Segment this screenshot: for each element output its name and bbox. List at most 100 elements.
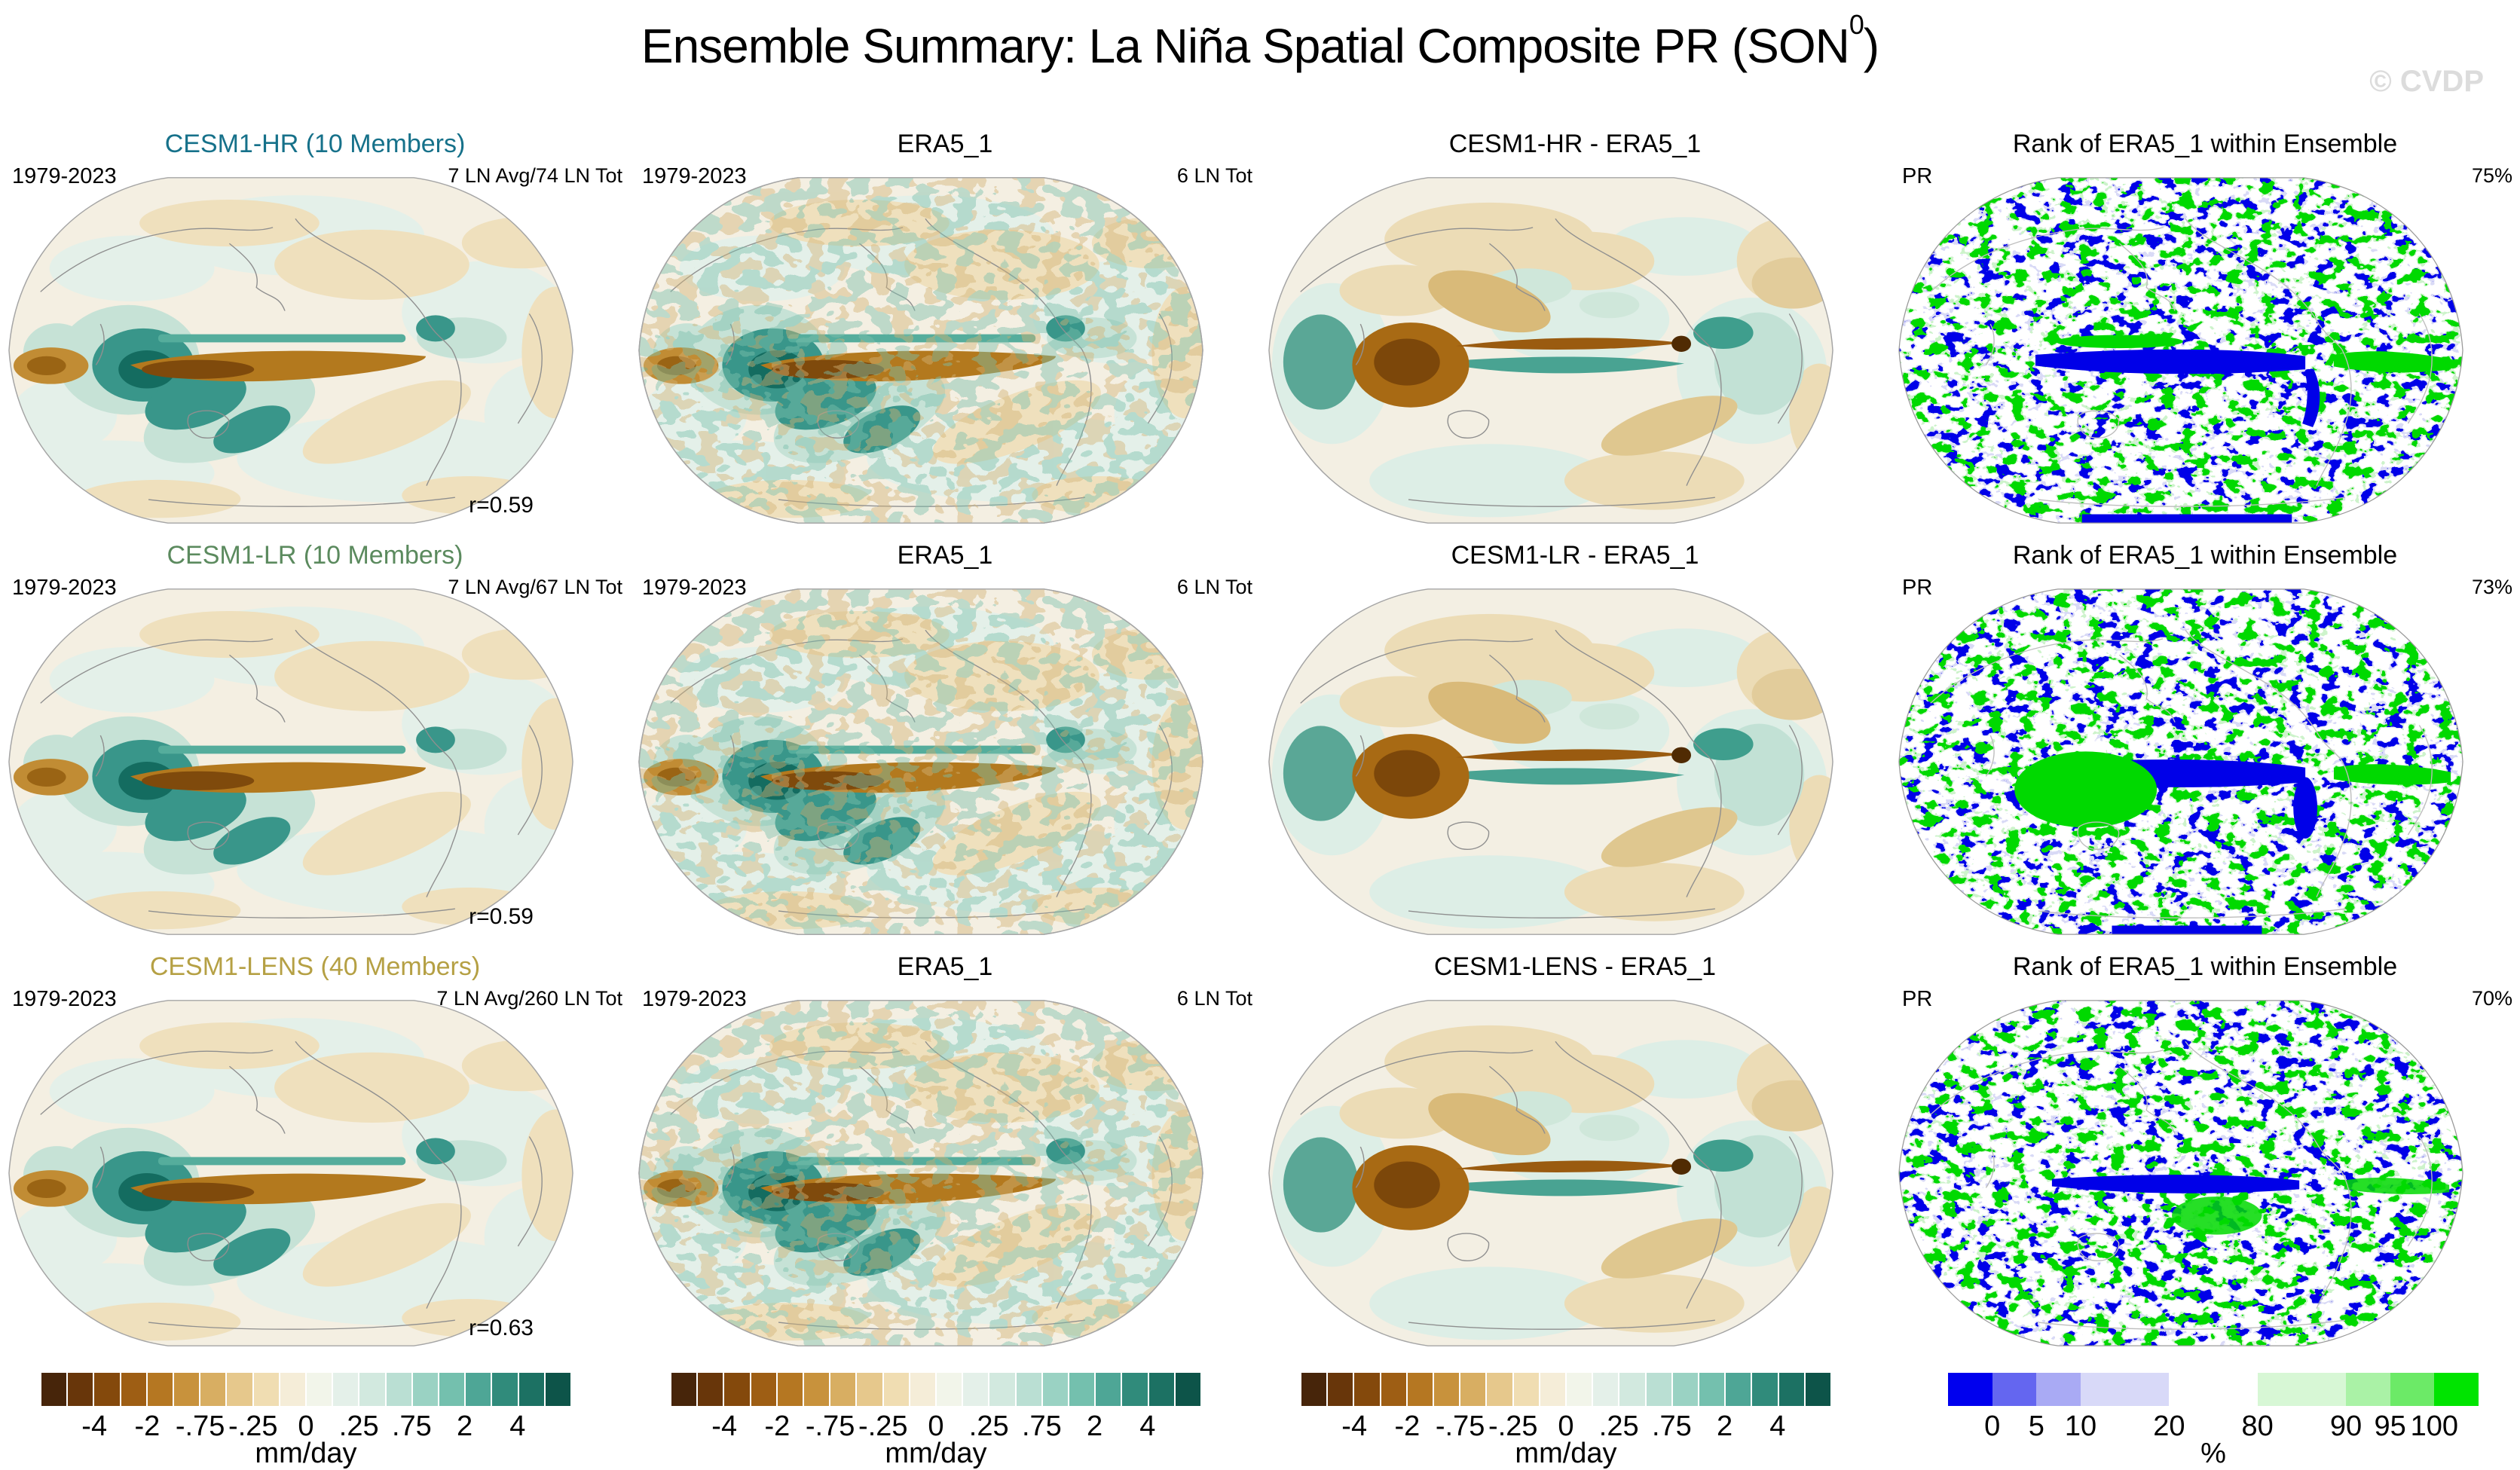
world-map-rank — [1895, 173, 2467, 527]
colorbar-tick-label: -4 — [81, 1410, 108, 1442]
colorbar-segment — [1726, 1373, 1751, 1406]
colorbar-segment — [1407, 1373, 1433, 1406]
colorbar-segment — [1487, 1373, 1512, 1406]
variable-label: PR — [1902, 164, 1933, 188]
period-label: 1979-2023 — [642, 576, 747, 600]
colorbar-segment — [1619, 1373, 1645, 1406]
colorbar-segment — [68, 1373, 93, 1406]
panel-cesm1-hr-diff: CESM1-HR - ERA5_1 — [1260, 128, 1890, 539]
pattern-correlation-label: r=0.63 — [469, 1316, 534, 1340]
colorbar-segment — [1805, 1373, 1831, 1406]
colorbar-tick-label: 0 — [1984, 1410, 2001, 1442]
panel-cesm1-hr: CESM1-HR (10 Members) 1979-2023 7 LN Avg… — [0, 128, 630, 539]
colorbar-rank — [1948, 1373, 2479, 1406]
colorbar-segment — [1992, 1373, 2037, 1406]
colorbar-segment — [174, 1373, 200, 1406]
colorbar-tick-label: -2 — [134, 1410, 161, 1442]
colorbar-tick-label: 4 — [1769, 1410, 1786, 1442]
colorbar-segment — [121, 1373, 146, 1406]
variable-label: PR — [1902, 576, 1933, 600]
colorbar-tick-label: 90 — [2329, 1410, 2362, 1442]
colorbar-segment — [439, 1373, 465, 1406]
world-map-rank — [1895, 585, 2467, 939]
colorbar-tick-label: 100 — [2410, 1410, 2459, 1442]
colorbar-segment — [830, 1373, 856, 1406]
panel-rank-row2: Rank of ERA5_1 within Ensemble PR 73% — [1890, 539, 2520, 950]
colorbar-segment — [1069, 1373, 1095, 1406]
colorbar-tick-label: 4 — [1139, 1410, 1156, 1442]
colorbar-tick-label: 10 — [2064, 1410, 2097, 1442]
colorbar-segment — [2036, 1373, 2081, 1406]
panel-era5-row3: ERA5_1 1979-2023 6 LN Tot — [630, 951, 1260, 1362]
colorbar-segment — [2081, 1373, 2170, 1406]
panel-cesm1-lens: CESM1-LENS (40 Members) 1979-2023 7 LN A… — [0, 951, 630, 1362]
colorbar-mmday-1 — [41, 1373, 571, 1406]
colorbar-tick-label: .25 — [338, 1410, 379, 1442]
figure-title-main: Ensemble Summary: La Niña Spatial Compos… — [641, 19, 1850, 73]
colorbar-segment — [989, 1373, 1015, 1406]
rank-percent-label: 70% — [2471, 987, 2512, 1010]
period-label: 1979-2023 — [12, 987, 117, 1011]
colorbar-tick-label: 80 — [2241, 1410, 2274, 1442]
colorbar-segment — [671, 1373, 697, 1406]
world-map-observations — [635, 173, 1207, 527]
colorbar-tick-label: 2 — [1087, 1410, 1103, 1442]
colorbar-segment — [1672, 1373, 1699, 1406]
period-label: 1979-2023 — [642, 987, 747, 1011]
rank-percent-label: 73% — [2471, 576, 2512, 598]
panel-cesm1-lr: CESM1-LR (10 Members) 1979-2023 7 LN Avg… — [0, 539, 630, 950]
variable-label: PR — [1902, 987, 1933, 1011]
period-label: 1979-2023 — [642, 164, 747, 188]
colorbar-segment — [1699, 1373, 1725, 1406]
colorbar-unit-label: % — [2200, 1438, 2226, 1469]
event-count-label: 7 LN Avg/74 LN Tot — [448, 164, 622, 187]
colorbar-tick-label: .25 — [968, 1410, 1009, 1442]
event-count-label: 6 LN Tot — [1176, 164, 1252, 187]
colorbar-tick-label: 95 — [2374, 1410, 2406, 1442]
colorbar-segment — [1434, 1373, 1460, 1406]
world-map-composite — [5, 585, 577, 939]
panel-era5-row2: ERA5_1 1979-2023 6 LN Tot — [630, 539, 1260, 950]
colorbar-segment — [937, 1373, 962, 1406]
colorbar-segment — [777, 1373, 803, 1406]
colorbar-segment — [1513, 1373, 1539, 1406]
colorbar-unit-label: mm/day — [885, 1438, 987, 1469]
colorbar-tick-label: 0 — [928, 1410, 944, 1442]
world-map-difference — [1265, 173, 1837, 527]
world-map-difference — [1265, 585, 1837, 939]
colorbar-tick-label: .25 — [1598, 1410, 1639, 1442]
panel-title: CESM1-LR - ERA5_1 — [1451, 541, 1699, 570]
colorbar-tick-label: .75 — [1021, 1410, 1062, 1442]
colorbar-segment — [412, 1373, 439, 1406]
colorbar-tick-label: -4 — [1341, 1410, 1368, 1442]
colorbar-segment — [1096, 1373, 1121, 1406]
colorbar-segment — [1042, 1373, 1069, 1406]
colorbar-segment — [41, 1373, 67, 1406]
panel-title: CESM1-HR (10 Members) — [164, 130, 466, 158]
colorbar-tick-label: -.75 — [805, 1410, 855, 1442]
panel-title: CESM1-LENS (40 Members) — [149, 952, 481, 981]
colorbar-tick-label: .75 — [1651, 1410, 1692, 1442]
colorbar-unit-label: mm/day — [1515, 1438, 1617, 1469]
world-map-rank — [1895, 996, 2467, 1350]
pattern-correlation-label: r=0.59 — [469, 493, 534, 518]
panel-title: Rank of ERA5_1 within Ensemble — [2012, 541, 2398, 570]
world-map-difference — [1265, 996, 1837, 1350]
panel-title: CESM1-LR (10 Members) — [167, 541, 463, 570]
colorbar-tick-label: -.25 — [858, 1410, 908, 1442]
colorbar-segment — [466, 1373, 491, 1406]
colorbar-ticks-mmday-1: -4 -2 -.75 -.25 0 .25 .75 2 4 — [41, 1410, 570, 1442]
colorbar-segment — [2390, 1373, 2435, 1406]
colorbar-segment — [253, 1373, 279, 1406]
panel-title: ERA5_1 — [897, 541, 993, 570]
panel-cesm1-lr-diff: CESM1-LR - ERA5_1 — [1260, 539, 1890, 950]
colorbar-segment — [227, 1373, 252, 1406]
colorbar-tick-label: .75 — [391, 1410, 432, 1442]
colorbar-segment — [1540, 1373, 1566, 1406]
colorbar-segment — [1752, 1373, 1778, 1406]
colorbar-tick-label: 20 — [2153, 1410, 2185, 1442]
panel-title: ERA5_1 — [897, 130, 993, 158]
colorbar-segment — [307, 1373, 332, 1406]
colorbar-segment — [2346, 1373, 2390, 1406]
